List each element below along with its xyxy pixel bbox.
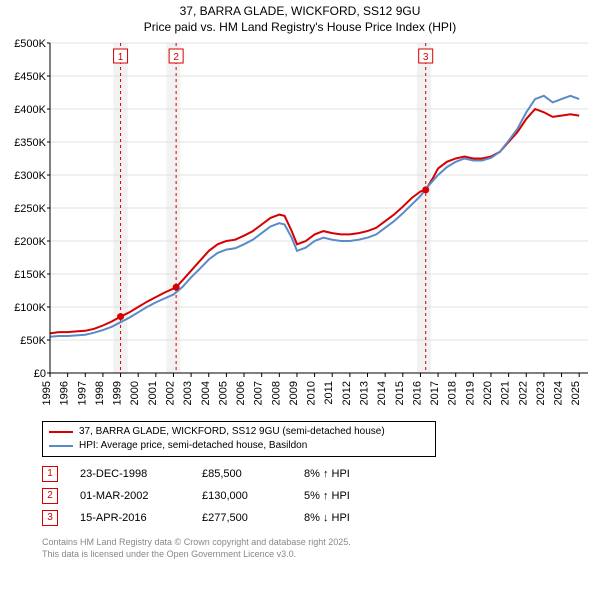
marker-table: 1 23-DEC-1998 £85,500 8% ↑ HPI 2 01-MAR-2002 £… — [42, 463, 590, 529]
marker-table-row: 2 01-MAR-2002 £130,000 5% ↑ HPI — [42, 485, 590, 507]
marker-table-num: 2 — [42, 488, 58, 504]
x-tick-label: 1998 — [94, 381, 106, 405]
x-tick-label: 2003 — [182, 381, 194, 405]
y-tick-label: £450K — [14, 71, 46, 83]
series-price_paid — [50, 109, 579, 333]
legend-label: HPI: Average price, semi-detached house,… — [79, 439, 307, 453]
x-tick-label: 2019 — [464, 381, 476, 405]
x-tick-label: 2002 — [164, 381, 176, 405]
y-tick-label: £150K — [14, 269, 46, 281]
x-tick-label: 1999 — [112, 381, 124, 405]
x-tick-label: 2009 — [288, 381, 300, 405]
footer-line-2: This data is licensed under the Open Gov… — [42, 549, 590, 561]
x-tick-label: 2021 — [500, 381, 512, 405]
x-tick-label: 2004 — [200, 381, 212, 405]
series-hpi — [50, 96, 579, 337]
marker-table-pct: 8% ↑ HPI — [304, 468, 394, 480]
x-tick-label: 2005 — [217, 381, 229, 405]
x-tick-label: 1995 — [41, 381, 53, 405]
chart-svg: £0 £50K £100K £150K £200K £250K £300K £350K £400… — [10, 37, 590, 417]
marker-point — [173, 284, 180, 291]
marker-point — [117, 313, 124, 320]
y-tick-label: £200K — [14, 236, 46, 248]
x-tick-label: 2016 — [411, 381, 423, 405]
x-tick-label: 2025 — [570, 381, 582, 405]
legend-label: 37, BARRA GLADE, WICKFORD, SS12 9GU (sem… — [79, 425, 385, 439]
footer-line-1: Contains HM Land Registry data © Crown c… — [42, 537, 590, 549]
legend-row: 37, BARRA GLADE, WICKFORD, SS12 9GU (sem… — [49, 425, 429, 439]
x-tick-label: 2000 — [129, 381, 141, 405]
x-tick-label: 2017 — [429, 381, 441, 405]
y-tick-label: £100K — [14, 302, 46, 314]
marker-badge-num: 1 — [118, 52, 124, 63]
x-tick-label: 2018 — [447, 381, 459, 405]
title-line-1: 37, BARRA GLADE, WICKFORD, SS12 9GU — [0, 4, 600, 20]
chart-container: 37, BARRA GLADE, WICKFORD, SS12 9GU Pric… — [0, 0, 600, 590]
x-tick-label: 2020 — [482, 381, 494, 405]
marker-table-num: 3 — [42, 510, 58, 526]
marker-table-pct: 5% ↑ HPI — [304, 490, 394, 502]
marker-badge-num: 3 — [423, 52, 429, 63]
marker-point — [422, 187, 429, 194]
marker-table-row: 3 15-APR-2016 £277,500 8% ↓ HPI — [42, 507, 590, 529]
x-tick-label: 2012 — [341, 381, 353, 405]
marker-table-row: 1 23-DEC-1998 £85,500 8% ↑ HPI — [42, 463, 590, 485]
legend-box: 37, BARRA GLADE, WICKFORD, SS12 9GU (sem… — [42, 421, 436, 457]
legend-swatch — [49, 431, 73, 433]
title-line-2: Price paid vs. HM Land Registry's House … — [0, 20, 600, 36]
footer: Contains HM Land Registry data © Crown c… — [42, 537, 590, 560]
y-tick-label: £0 — [34, 368, 46, 380]
chart-area: £0 £50K £100K £150K £200K £250K £300K £350K £400… — [10, 37, 590, 417]
marker-table-num: 1 — [42, 466, 58, 482]
y-tick-label: £250K — [14, 203, 46, 215]
y-tick-label: £350K — [14, 137, 46, 149]
y-tick-label: £400K — [14, 104, 46, 116]
x-tick-label: 2011 — [323, 381, 335, 405]
x-tick-label: 2023 — [535, 381, 547, 405]
y-tick-label: £50K — [20, 335, 46, 347]
legend-swatch — [49, 445, 73, 447]
marker-table-date: 15-APR-2016 — [80, 512, 180, 524]
marker-table-price: £85,500 — [202, 468, 282, 480]
marker-table-price: £277,500 — [202, 512, 282, 524]
marker-table-date: 23-DEC-1998 — [80, 468, 180, 480]
x-tick-label: 2013 — [359, 381, 371, 405]
x-tick-label: 1996 — [59, 381, 71, 405]
y-tick-label: £300K — [14, 170, 46, 182]
x-tick-label: 2022 — [517, 381, 529, 405]
title-block: 37, BARRA GLADE, WICKFORD, SS12 9GU Pric… — [0, 0, 600, 37]
marker-badge-num: 2 — [173, 52, 179, 63]
x-tick-label: 2024 — [553, 381, 565, 405]
marker-table-date: 01-MAR-2002 — [80, 490, 180, 502]
x-tick-label: 2010 — [306, 381, 318, 405]
x-tick-label: 2014 — [376, 381, 388, 405]
x-tick-label: 2008 — [270, 381, 282, 405]
x-tick-label: 2015 — [394, 381, 406, 405]
marker-table-pct: 8% ↓ HPI — [304, 512, 394, 524]
x-tick-label: 1997 — [76, 381, 88, 405]
marker-table-price: £130,000 — [202, 490, 282, 502]
x-tick-label: 2001 — [147, 381, 159, 405]
x-tick-label: 2006 — [235, 381, 247, 405]
legend-row: HPI: Average price, semi-detached house,… — [49, 439, 429, 453]
x-tick-label: 2007 — [253, 381, 265, 405]
y-tick-label: £500K — [14, 38, 46, 50]
